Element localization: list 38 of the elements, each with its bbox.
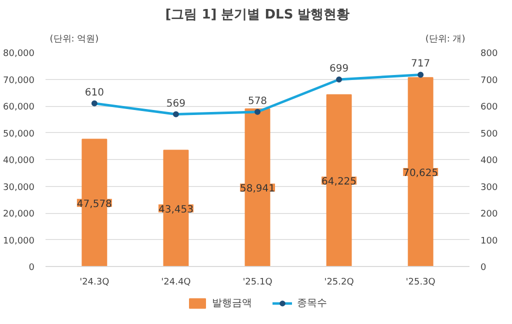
data-label: 43,453 xyxy=(158,204,194,216)
y-tick-label: 10,000 xyxy=(3,236,35,246)
data-label: 47,578 xyxy=(76,198,112,210)
y2-tick-label: 600 xyxy=(480,102,498,112)
y2-tick-label: 100 xyxy=(480,236,498,246)
y-axis-title: (단위: 억원) xyxy=(50,34,99,44)
data-label: 64,225 xyxy=(322,176,357,188)
y-tick-label: 20,000 xyxy=(3,210,35,220)
data-label: 699 xyxy=(329,64,349,75)
y-tick-label: 40,000 xyxy=(3,156,35,166)
y2-tick-label: 300 xyxy=(480,182,498,193)
x-tick-label: '24.4Q xyxy=(161,278,191,288)
y2-tick-label: 200 xyxy=(480,210,498,220)
y2-tick-label: 700 xyxy=(480,76,498,86)
y-tick-label: 50,000 xyxy=(3,129,35,140)
legend-label: 종목수 xyxy=(297,297,327,310)
x-tick-label: '25.2Q xyxy=(324,278,354,288)
y-tick-label: 0 xyxy=(28,263,35,273)
x-tick-label: '24.3Q xyxy=(80,278,110,288)
y2-tick-label: 800 xyxy=(480,49,498,59)
data-label: 70,625 xyxy=(403,168,438,180)
data-label: 569 xyxy=(166,98,186,110)
chart-title: [그림 1] 분기별 DLS 발행현황 xyxy=(165,8,350,22)
data-label: 578 xyxy=(248,96,268,107)
data-label: 610 xyxy=(84,87,104,98)
x-tick-label: '25.3Q xyxy=(406,278,436,288)
data-label: 58,941 xyxy=(240,184,276,195)
y2-tick-label: 400 xyxy=(480,156,498,166)
x-tick-label: '25.1Q xyxy=(242,278,272,288)
y2-tick-label: 0 xyxy=(480,263,486,273)
y-tick-label: 60,000 xyxy=(3,102,35,112)
legend-label: 발행금액 xyxy=(212,297,252,310)
data-label: 717 xyxy=(411,58,430,70)
y-tick-label: 80,000 xyxy=(3,49,35,59)
y-tick-label: 70,000 xyxy=(3,76,35,86)
y2-axis-title: (단위: 개) xyxy=(425,34,466,44)
y2-tick-label: 500 xyxy=(480,129,498,140)
y-tick-label: 30,000 xyxy=(3,182,35,193)
